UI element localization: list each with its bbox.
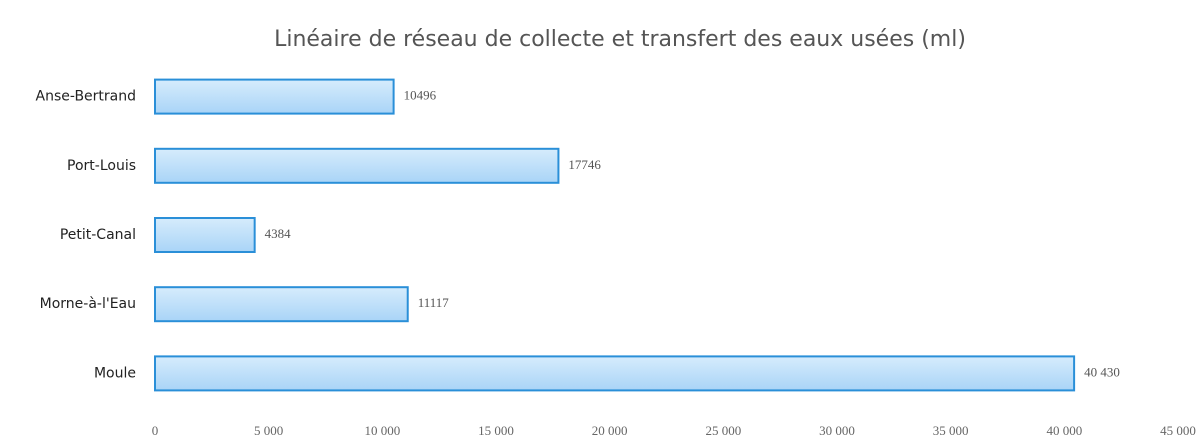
y-tick-label: Moule: [94, 365, 136, 381]
bar: [154, 355, 1076, 392]
data-label: 4384: [265, 226, 292, 241]
x-tick-label: 0: [152, 423, 159, 437]
y-tick-label: Anse-Bertrand: [36, 89, 136, 105]
bar: [154, 286, 409, 323]
bar: [154, 147, 560, 184]
x-tick-label: 15 000: [478, 423, 514, 437]
data-label: 10496: [404, 88, 437, 103]
x-tick-label: 40 000: [1046, 423, 1082, 437]
y-tick-label: Port-Louis: [67, 158, 136, 174]
y-tick-label: Morne-à-l'Eau: [40, 296, 136, 312]
y-tick-label: Petit-Canal: [60, 227, 136, 243]
chart-title: Linéaire de réseau de collecte et transf…: [274, 27, 966, 52]
bar: [154, 78, 395, 115]
x-tick-label: 35 000: [933, 423, 969, 437]
bar: [154, 217, 256, 253]
data-label: 17746: [568, 157, 601, 172]
x-tick-label: 10 000: [364, 423, 400, 437]
x-tick-label: 25 000: [705, 423, 741, 437]
x-tick-label: 30 000: [819, 423, 855, 437]
x-tick-label: 5 000: [254, 423, 283, 437]
data-label: 11117: [418, 295, 450, 310]
data-label: 40 430: [1084, 364, 1120, 379]
x-tick-label: 20 000: [592, 423, 628, 437]
x-tick-label: 45 000: [1160, 423, 1196, 437]
